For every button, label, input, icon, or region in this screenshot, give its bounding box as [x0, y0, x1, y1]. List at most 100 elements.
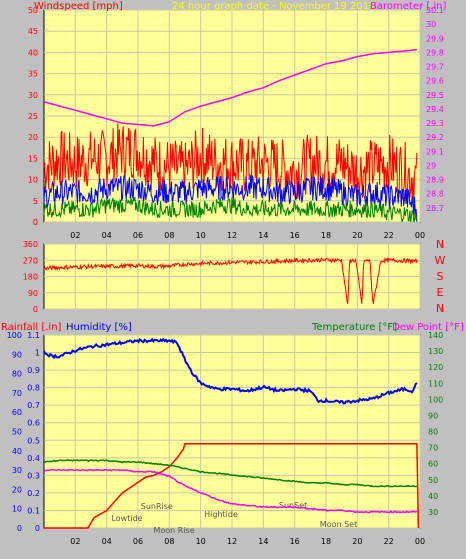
rainfall-tick-label: 0.3 [27, 471, 40, 480]
rainfall-tick-label: 0.2 [27, 489, 40, 498]
humidity-axis-label: Humidity [%] [66, 322, 132, 333]
direction-grid [44, 243, 421, 310]
time-tick-label: 04 [102, 231, 112, 240]
humidity-tick-label: 0 [17, 524, 22, 533]
humidity-line [43, 337, 418, 405]
time-tick-label: 18 [321, 537, 331, 546]
wind-tick-label: 25 [28, 112, 38, 121]
direction-tick-label: 90 [28, 289, 38, 298]
rainfall-tick-label: 0.1 [27, 506, 40, 515]
temperature-axis-label: Temperature [°F] [311, 322, 397, 333]
wind-avg-line [43, 174, 418, 222]
temperature-tick-label: 110 [428, 379, 443, 388]
barometer-tick-label: 29.9 [426, 34, 444, 43]
annotation-label: SunRise [141, 502, 173, 511]
temperature-tick-label: 130 [428, 347, 443, 356]
time-ticks-top: 02 04 06 08 10 12 14 16 18 20 22 00 [70, 231, 425, 240]
wind-series [43, 48, 418, 223]
barometer-tick-label: 29.8 [426, 48, 444, 57]
rainfall-tick-label: 0.9 [27, 366, 40, 375]
humidity-tick-label: 70 [12, 389, 22, 398]
time-tick-label: 20 [352, 231, 362, 240]
rainfall-tick-label: 0.7 [27, 401, 40, 410]
wind-direction-line [43, 256, 418, 304]
direction-letter: E [437, 286, 444, 299]
time-tick-label: 08 [164, 537, 174, 546]
time-tick-label: 10 [196, 231, 206, 240]
temperature-tick-label: 140 [428, 331, 443, 340]
time-tick-label: 10 [196, 537, 206, 546]
direction-letter: N [436, 238, 444, 251]
humidity-tick-label: 10 [12, 505, 22, 514]
barometer-tick-label: 29 [426, 161, 436, 170]
rainfall-tick-label: 1.1 [27, 331, 40, 340]
barometer-tick-label: 30 [426, 20, 436, 29]
dewpoint-axis-label: Dew Point [°F] [392, 322, 464, 333]
wind-gust-line [43, 123, 418, 206]
time-tick-label: 06 [133, 537, 143, 546]
humidity-tick-label: 20 [12, 485, 22, 494]
wind-tick-label: 40 [28, 48, 38, 57]
annotation-label: Hightide [204, 510, 238, 519]
windspeed-axis-label: Windspeed [mph] [34, 1, 123, 12]
direction-letter: N [436, 302, 444, 315]
time-ticks-bottom: 02 04 06 08 10 12 14 16 18 20 22 00 [70, 537, 425, 546]
rainfall-ticks: 0 0.1 0.2 0.3 0.4 0.5 0.6 0.7 0.8 0.9 1 1.1 [27, 331, 40, 533]
rainfall-tick-label: 1 [35, 349, 40, 358]
barometer-tick-label: 28.9 [426, 176, 444, 185]
wind-tick-label: 35 [28, 70, 38, 79]
humidity-tick-label: 80 [12, 370, 22, 379]
wind-tick-label: 10 [28, 176, 38, 185]
barometer-axis-label: Barometer [.in] [370, 1, 446, 12]
temperature-tick-label: 90 [428, 411, 438, 420]
time-tick-label: 14 [258, 537, 268, 546]
humidity-tick-label: 90 [12, 350, 22, 359]
barometer-tick-label: 29.4 [426, 105, 444, 114]
time-tick-label: 18 [321, 231, 331, 240]
time-tick-label: 06 [133, 231, 143, 240]
annotation-label: Moon Rise [153, 526, 194, 535]
wind-tick-label: 15 [28, 154, 38, 163]
temperature-tick-label: 120 [428, 363, 443, 372]
annotation-label: SunSet [279, 501, 307, 510]
rainfall-tick-label: 0.6 [27, 419, 40, 428]
time-tick-label: 12 [227, 537, 237, 546]
time-tick-label: 20 [352, 537, 362, 546]
temperature-tick-label: 60 [428, 460, 438, 469]
time-tick-label: 00 [415, 231, 425, 240]
graph-title: 24 hour graph date - November 19 2017 [172, 1, 376, 12]
rainfall-tick-label: 0.5 [27, 436, 40, 445]
rainfall-tick-label: 0.8 [27, 384, 40, 393]
barometer-tick-label: 29.3 [426, 119, 444, 128]
temperature-line [43, 459, 418, 488]
annotation-label: Moon Set [320, 520, 357, 529]
event-annotations: SunRise Lowtide Moon Rise Hightide SunSet Moo… [111, 501, 357, 535]
humidity-ticks: 0 10 20 30 40 50 60 70 80 90 100 [7, 331, 22, 533]
rainfall-axis-label: Rainfall [.in] [1, 322, 62, 333]
wind-tick-label: 20 [28, 133, 38, 142]
direction-letter: W [435, 254, 446, 267]
barometer-tick-label: 29.2 [426, 133, 444, 142]
humidity-tick-label: 60 [12, 408, 22, 417]
wind-tick-label: 5 [33, 197, 38, 206]
humidity-tick-label: 40 [12, 447, 22, 456]
direction-letter: S [437, 270, 444, 283]
temperature-tick-label: 100 [428, 395, 443, 404]
time-tick-label: 02 [70, 537, 80, 546]
time-tick-label: 00 [415, 537, 425, 546]
time-tick-label: 16 [290, 231, 300, 240]
barometer-tick-label: 30.1 [426, 6, 444, 15]
direction-tick-label: 360 [23, 240, 38, 249]
barometer-right-ticks: 28.7 28.8 28.9 29 29.1 29.2 29.3 29.4 29.5 29.6 29… [426, 6, 444, 213]
barometer-tick-label: 29.5 [426, 91, 444, 100]
barometer-tick-label: 29.6 [426, 77, 444, 86]
humidity-tick-label: 50 [12, 428, 22, 437]
time-tick-label: 22 [384, 231, 394, 240]
direction-series [43, 256, 418, 304]
wind-tick-label: 50 [28, 6, 38, 15]
time-tick-label: 22 [384, 537, 394, 546]
temperature-ticks: 30 40 50 60 70 80 90 100 110 120 130 140 [428, 331, 443, 517]
time-tick-label: 16 [290, 537, 300, 546]
direction-tick-label: 0 [33, 305, 38, 314]
